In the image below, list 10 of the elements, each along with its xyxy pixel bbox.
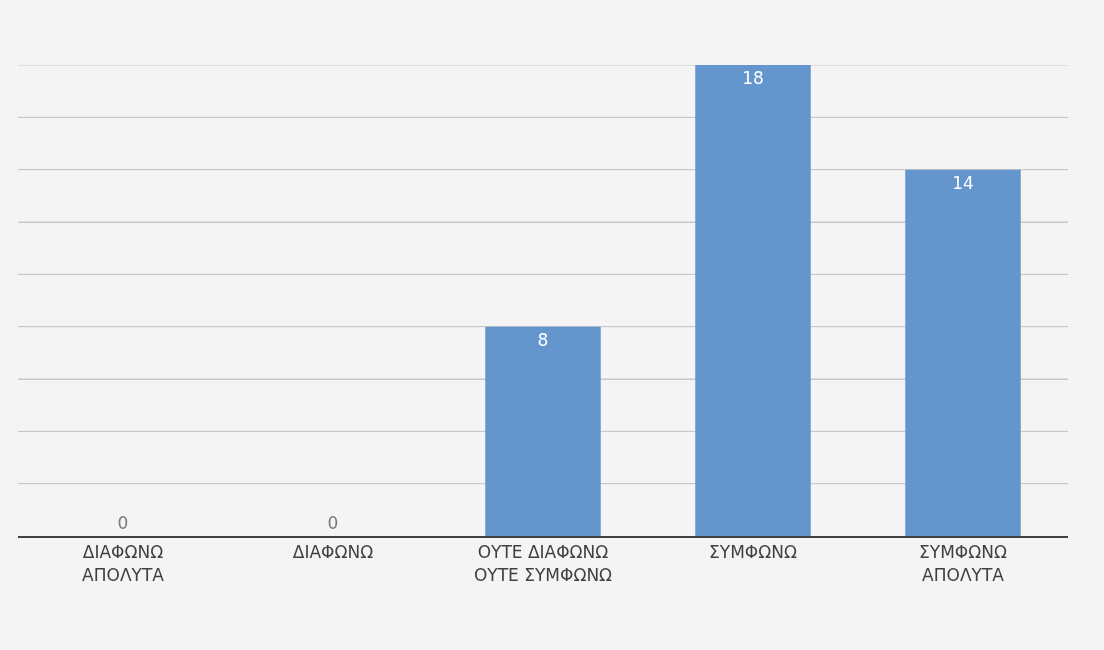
x-tick-label: ΣΥΜΦΩΝΩ: [709, 542, 797, 563]
data-label: 8: [537, 329, 549, 350]
x-tick-label: ΔΙΑΦΩΝΩ ΑΠΟΛΥΤΑ: [82, 542, 165, 585]
data-label: 0: [327, 513, 339, 533]
data-label: 18: [742, 68, 764, 88]
x-tick-label: ΣΥΜΦΩΝΩ ΑΠΟΛΥΤΑ: [919, 542, 1007, 585]
x-tick-label: ΔΙΑΦΩΝΩ: [292, 542, 374, 563]
data-label: 14: [952, 172, 974, 193]
data-label: 0: [117, 513, 129, 533]
x-tick-label: ΟΥΤΕ ΔΙΑΦΩΝΩ ΟΥΤΕ ΣΥΜΦΩΝΩ: [473, 542, 613, 585]
